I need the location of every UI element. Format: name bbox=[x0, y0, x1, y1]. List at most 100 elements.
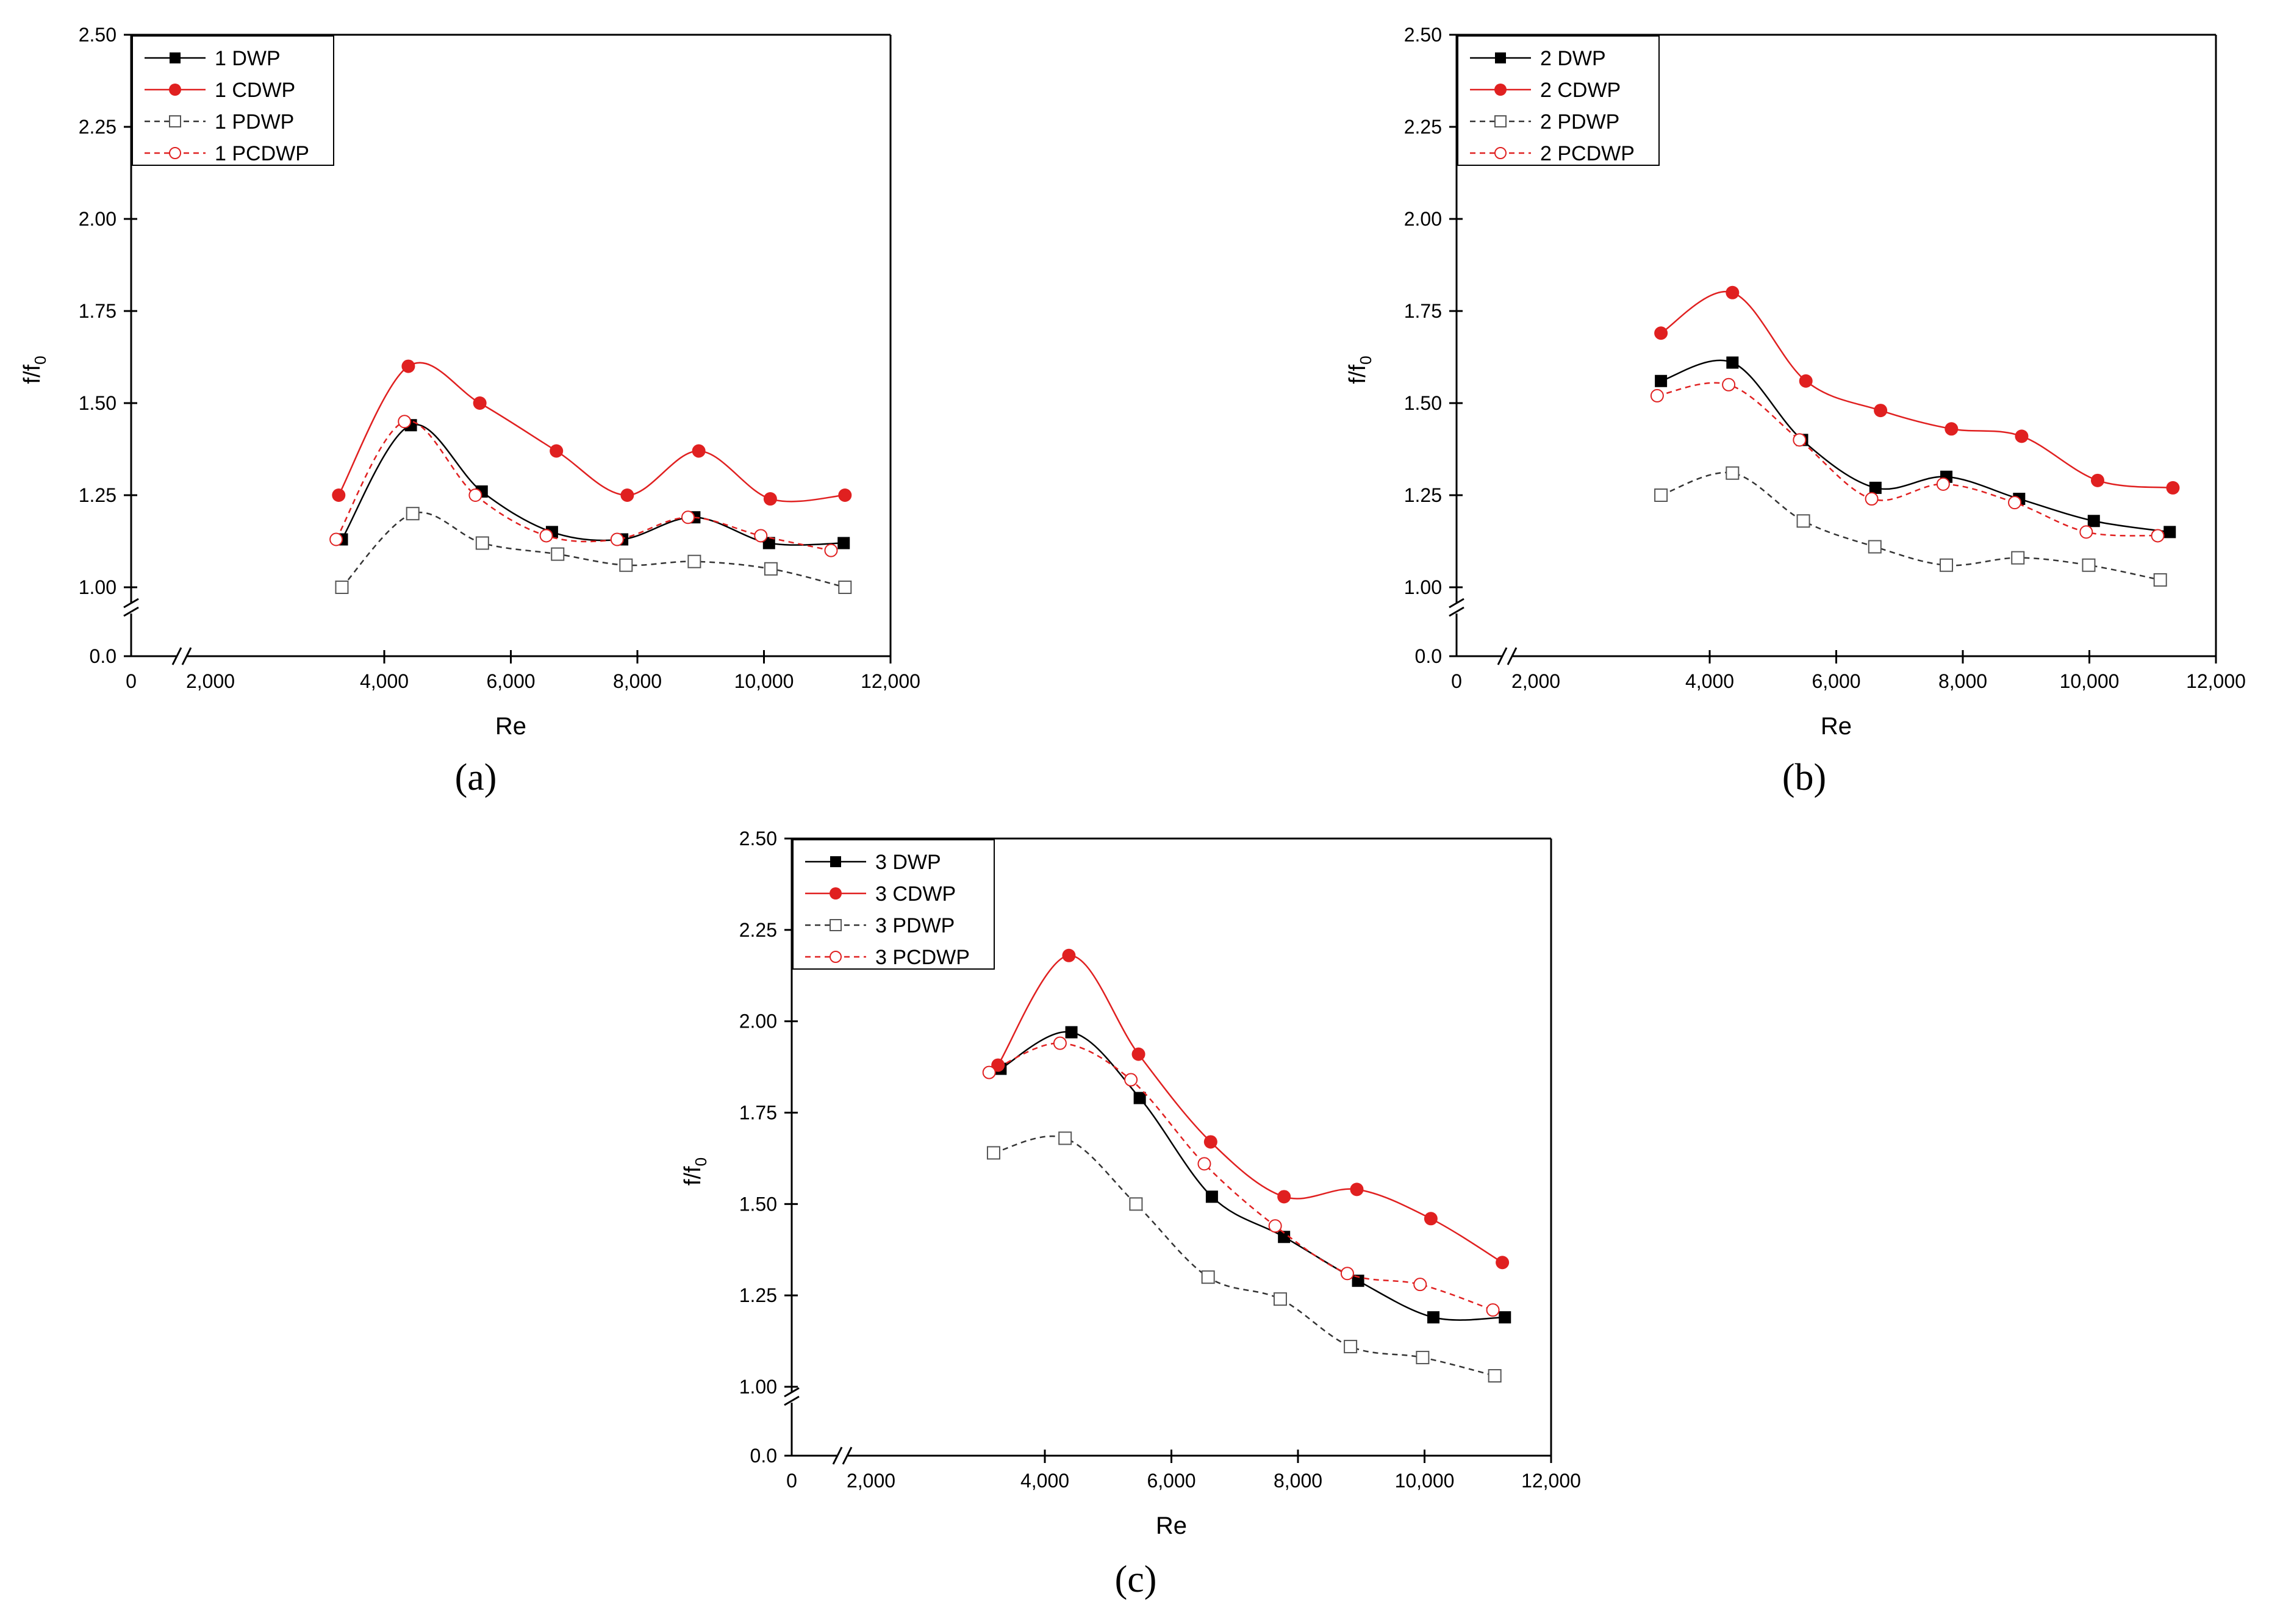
series-line bbox=[1660, 359, 2170, 533]
legend-label: 1 PDWP bbox=[215, 110, 294, 134]
data-point bbox=[335, 581, 349, 594]
x-tick-label: 8,000 bbox=[1938, 670, 1987, 692]
data-point bbox=[1053, 1036, 1067, 1050]
legend-marker bbox=[1494, 115, 1507, 127]
series-line bbox=[341, 423, 844, 546]
data-point bbox=[1344, 1340, 1358, 1354]
legend-marker bbox=[1495, 52, 1506, 63]
data-point bbox=[620, 488, 634, 502]
y-tick-label: 2.50 bbox=[79, 24, 116, 46]
series-line bbox=[1660, 290, 2173, 489]
y-tick-label-zero: 0.0 bbox=[1415, 645, 1442, 667]
data-point bbox=[1488, 1369, 1502, 1383]
x-tick-label: 0 bbox=[126, 670, 137, 692]
x-axis-title: Re bbox=[495, 713, 526, 740]
y-tick-label: 2.25 bbox=[79, 116, 116, 138]
x-tick-label: 2,000 bbox=[1511, 670, 1560, 692]
x-axis-title: Re bbox=[1821, 713, 1852, 740]
data-point bbox=[1268, 1219, 1282, 1233]
series-3-pcdwp bbox=[982, 1036, 1500, 1317]
data-point bbox=[1650, 388, 1664, 402]
y-tick-label: 2.00 bbox=[739, 1011, 777, 1032]
x-tick-label: 8,000 bbox=[613, 670, 662, 692]
x-tick-label: 10,000 bbox=[734, 670, 794, 692]
data-point bbox=[2166, 481, 2180, 495]
data-point bbox=[1793, 433, 1807, 447]
y-tick-label: 1.00 bbox=[1404, 576, 1442, 598]
x-tick-label: 2,000 bbox=[186, 670, 235, 692]
data-point bbox=[1424, 1212, 1438, 1226]
data-point bbox=[1654, 488, 1668, 502]
data-point bbox=[986, 1146, 1000, 1160]
data-point bbox=[398, 415, 412, 429]
y-tick-label: 2.25 bbox=[1404, 116, 1442, 138]
legend-marker bbox=[170, 52, 181, 63]
data-point bbox=[468, 488, 482, 502]
y-tick-label: 2.50 bbox=[739, 828, 777, 850]
y-tick-label: 1.75 bbox=[739, 1102, 777, 1124]
legend-label: 3 CDWP bbox=[875, 882, 956, 906]
legend-marker bbox=[169, 115, 181, 127]
data-point bbox=[1350, 1182, 1364, 1197]
data-point bbox=[2090, 473, 2104, 487]
y-tick-label: 1.00 bbox=[739, 1376, 777, 1398]
y-tick-label-zero: 0.0 bbox=[750, 1445, 777, 1467]
data-point bbox=[764, 562, 778, 576]
y-tick-label: 1.00 bbox=[79, 576, 116, 598]
legend: 2 DWP 2 CDWP 2 PDWP 2 PCDWP bbox=[1457, 35, 1660, 166]
x-axis-title: Re bbox=[1156, 1512, 1187, 1539]
data-point bbox=[1868, 540, 1882, 554]
x-axis-break-mark bbox=[832, 1447, 853, 1465]
x-tick-label: 4,000 bbox=[1685, 670, 1734, 692]
data-point bbox=[475, 536, 489, 550]
y-tick-label: 1.25 bbox=[79, 484, 116, 506]
y-tick-label: 2.00 bbox=[79, 208, 116, 230]
data-point bbox=[824, 543, 838, 557]
y-tick-label: 2.00 bbox=[1404, 208, 1442, 230]
data-point bbox=[1726, 285, 1740, 299]
data-point bbox=[550, 444, 564, 458]
series-line bbox=[989, 1042, 1493, 1311]
data-point bbox=[329, 532, 343, 546]
data-point bbox=[539, 529, 553, 543]
data-point bbox=[1936, 477, 1950, 491]
chart-panel-3: 1.00 1.25 1.50 1.75 2.00 2.25 2.50 0.0 0 2,000 4,0… bbox=[680, 828, 1581, 1600]
legend-label: 3 DWP bbox=[875, 851, 941, 874]
y-axis-break-mark bbox=[123, 598, 139, 617]
x-tick-label: 4,000 bbox=[360, 670, 409, 692]
panel-caption: (a) bbox=[455, 757, 497, 798]
data-point bbox=[1340, 1267, 1354, 1281]
y-axis-title-subscript: 0 bbox=[1357, 356, 1375, 364]
y-tick-label: 1.25 bbox=[1404, 484, 1442, 506]
data-point bbox=[401, 359, 415, 373]
data-point bbox=[763, 492, 777, 506]
x-tick-label: 8,000 bbox=[1274, 1470, 1322, 1492]
y-tick-label: 1.75 bbox=[1404, 300, 1442, 322]
data-point bbox=[1496, 1256, 1510, 1270]
chart-panel-2: 1.00 1.25 1.50 1.75 2.00 2.25 2.50 0.0 0 2,000 4,0… bbox=[1345, 24, 2246, 798]
legend-marker bbox=[169, 84, 181, 96]
data-point bbox=[762, 537, 775, 549]
data-point bbox=[1277, 1190, 1291, 1204]
data-point bbox=[754, 529, 768, 543]
data-point bbox=[332, 488, 346, 502]
data-point bbox=[619, 558, 633, 572]
y-axis-title-subscript: 0 bbox=[692, 1157, 710, 1166]
series-3-cdwp bbox=[991, 948, 1510, 1270]
y-tick-label: 1.50 bbox=[79, 392, 116, 414]
x-tick-label: 6,000 bbox=[1147, 1470, 1195, 1492]
x-tick-label: 2,000 bbox=[847, 1470, 895, 1492]
x-axis-break-mark bbox=[1497, 647, 1518, 665]
data-point bbox=[838, 581, 852, 594]
data-point bbox=[1865, 492, 1879, 506]
legend-label: 2 PCDWP bbox=[1540, 142, 1635, 165]
data-point bbox=[991, 1058, 1005, 1072]
data-point bbox=[1874, 404, 1888, 418]
data-point bbox=[1062, 948, 1076, 962]
x-tick-label: 0 bbox=[786, 1470, 797, 1492]
legend-label: 2 DWP bbox=[1540, 47, 1606, 70]
series-2-cdwp bbox=[1654, 285, 2180, 495]
data-point bbox=[1201, 1270, 1215, 1284]
panel-caption: (c) bbox=[1115, 1559, 1157, 1600]
data-point bbox=[1655, 374, 1668, 387]
